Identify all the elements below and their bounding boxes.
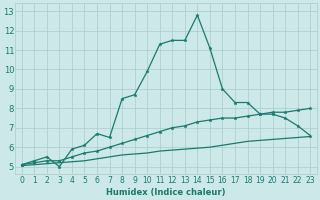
X-axis label: Humidex (Indice chaleur): Humidex (Indice chaleur) [106, 188, 226, 197]
